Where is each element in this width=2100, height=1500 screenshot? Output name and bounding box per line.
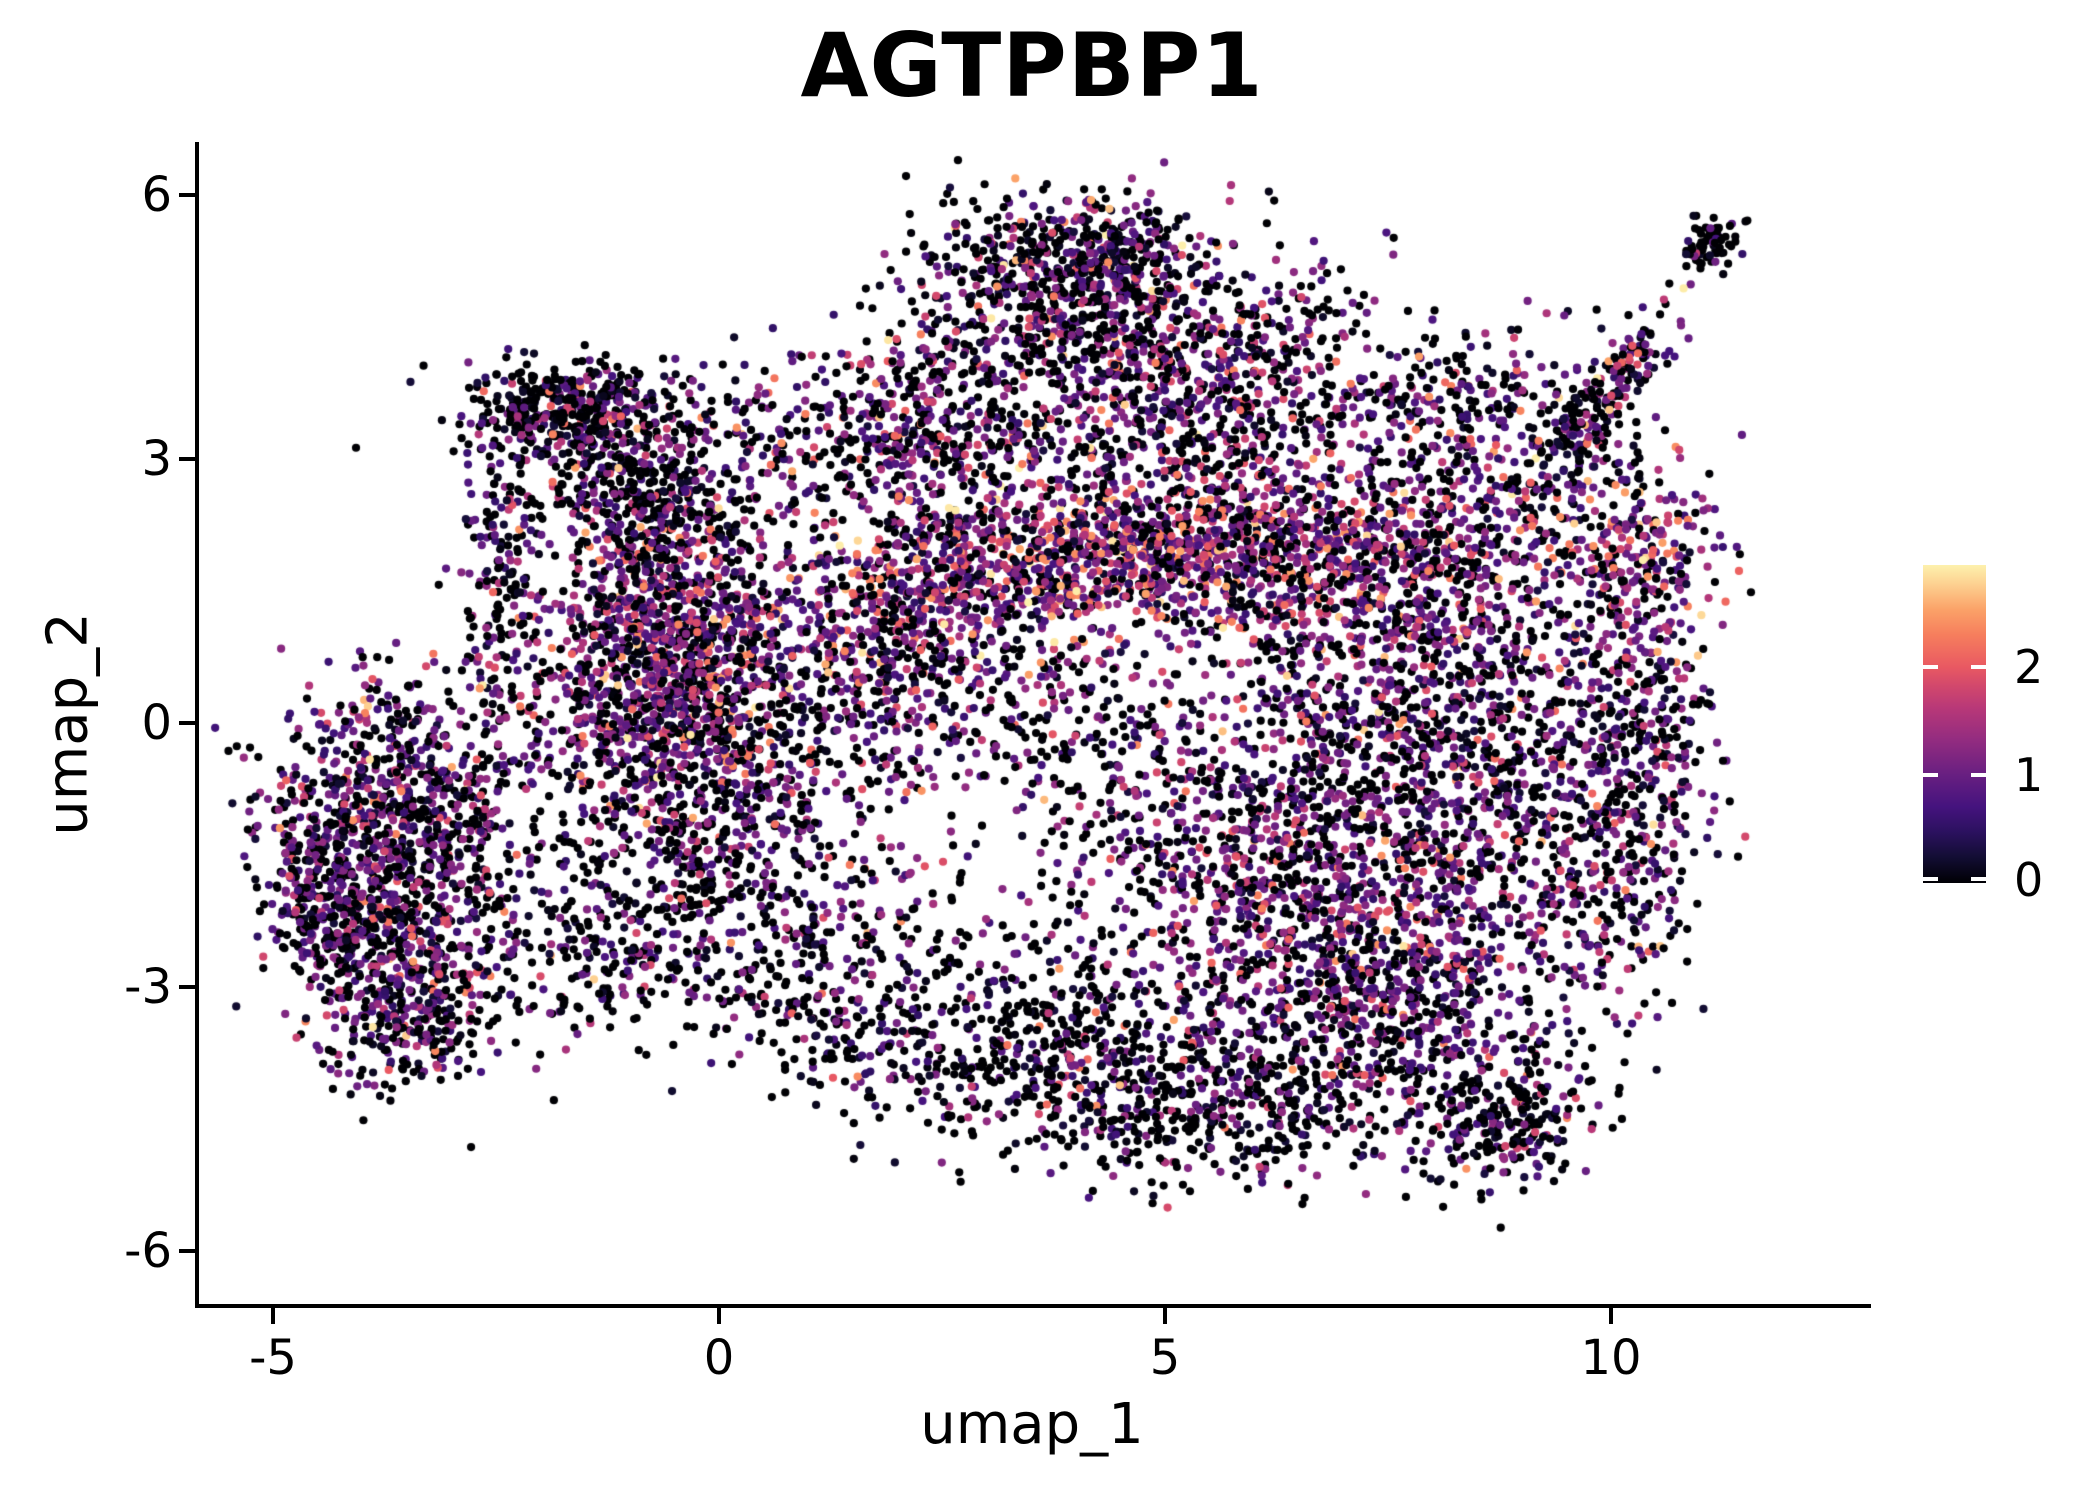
x-tick-label: -5 xyxy=(249,1330,297,1386)
x-axis-line xyxy=(195,1304,1871,1308)
y-tick-mark xyxy=(179,721,195,725)
x-axis-title: umap_1 xyxy=(920,1392,1144,1457)
colorbar-tick-mark xyxy=(1971,877,1986,881)
plot-title: AGTPBP1 xyxy=(800,14,1264,117)
colorbar-tick-label: 2 xyxy=(2014,640,2044,694)
colorbar-tick-mark xyxy=(1971,665,1986,669)
colorbar-tick-mark xyxy=(1923,877,1938,881)
y-tick-label: 6 xyxy=(141,167,172,223)
colorbar-tick-label: 1 xyxy=(2014,748,2044,802)
colorbar-tick-mark xyxy=(1923,665,1938,669)
x-tick-mark xyxy=(717,1308,721,1324)
colorbar-tick-mark xyxy=(1923,773,1938,777)
y-tick-mark xyxy=(179,193,195,197)
colorbar-gradient xyxy=(1923,565,1986,883)
x-tick-mark xyxy=(1163,1308,1167,1324)
y-axis-line xyxy=(195,142,199,1308)
y-axis-title: umap_2 xyxy=(35,612,101,836)
y-tick-label: -6 xyxy=(124,1223,172,1279)
y-tick-mark xyxy=(179,985,195,989)
colorbar-tick-label: 0 xyxy=(2014,853,2044,907)
x-tick-label: 10 xyxy=(1580,1330,1642,1386)
y-tick-label: 0 xyxy=(141,695,172,751)
y-tick-label: -3 xyxy=(124,959,172,1015)
colorbar-tick-mark xyxy=(1971,773,1986,777)
y-tick-mark xyxy=(179,1249,195,1253)
x-tick-label: 5 xyxy=(1149,1330,1181,1386)
x-tick-mark xyxy=(1609,1308,1613,1324)
y-tick-label: 3 xyxy=(141,431,172,487)
x-tick-mark xyxy=(271,1308,275,1324)
y-tick-mark xyxy=(179,457,195,461)
x-tick-label: 0 xyxy=(703,1330,735,1386)
